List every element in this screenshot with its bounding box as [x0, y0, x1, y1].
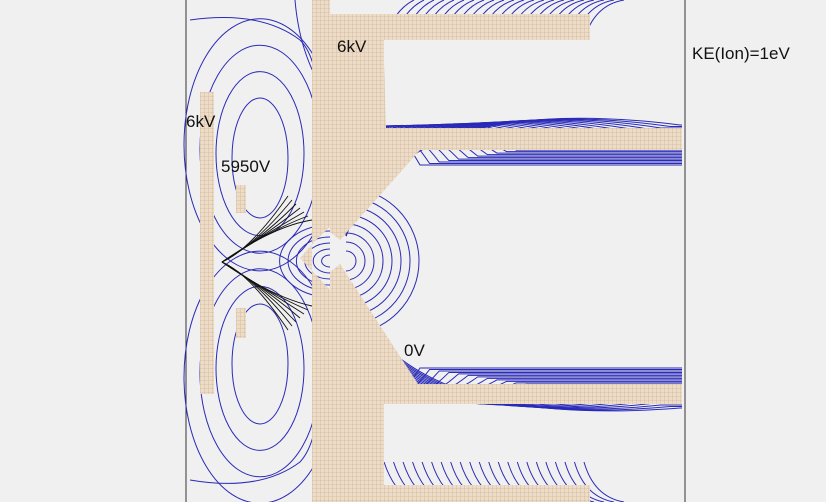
voltage-label-ground: 0V: [404, 341, 425, 360]
equipotential-line: [312, 248, 331, 274]
voltage-label-inner: 5950V: [221, 157, 271, 176]
left-plate-electrode: [200, 92, 214, 394]
equipotential-line: [189, 379, 319, 484]
upper-cone-electrode: [330, 14, 682, 240]
lower-cone-electrode: [330, 264, 682, 502]
electrodes: [200, 0, 682, 502]
equipotential-line: [345, 232, 375, 290]
equipotential-line: [345, 214, 393, 308]
equipotential-line: [215, 285, 305, 451]
equipotential-line: [199, 268, 321, 478]
equipotential-lines: [183, 0, 682, 502]
equipotential-line: [583, 461, 625, 502]
ion-trajectory: [221, 261, 313, 307]
upper-ring-electrode: [236, 185, 246, 213]
voltage-label-left: 6kV: [186, 112, 216, 131]
voltage-label-top: 6kV: [337, 37, 367, 56]
equipotential-line: [345, 250, 357, 272]
equipotential-line: [321, 254, 331, 268]
equipotential-line: [279, 224, 331, 298]
equipotential-line: [345, 241, 366, 281]
ion-trajectories: [221, 195, 313, 331]
ion-trajectory: [221, 219, 313, 263]
center-tip-electrode: [300, 0, 332, 502]
equipotential-line: [215, 71, 305, 237]
lower-ring-electrode: [236, 308, 246, 338]
ion-energy-label: KE(Ion)=1eV: [692, 44, 790, 63]
equipotential-line: [345, 223, 384, 299]
